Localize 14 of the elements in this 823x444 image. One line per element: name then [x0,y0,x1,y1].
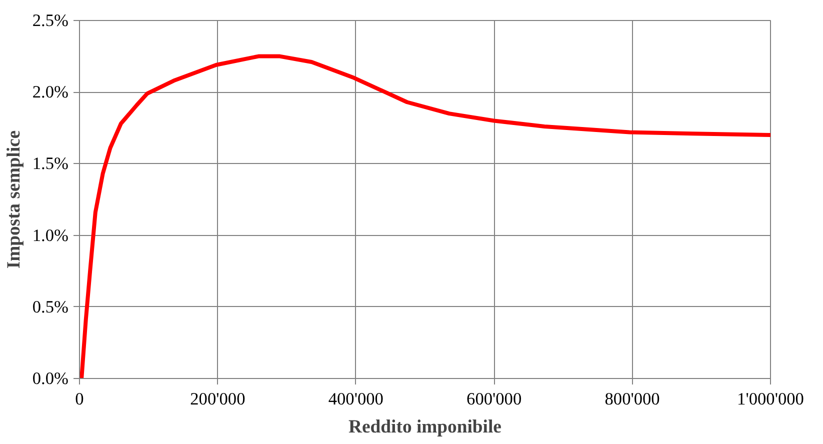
y-tick-label: 1.5% [32,154,69,174]
y-tick-label: 0.5% [32,297,69,316]
x-tick-label: 400'000 [328,390,384,408]
y-tick-label: 0.0% [32,369,69,388]
x-tick-label: 600'000 [466,390,522,408]
y-tick-label: 2.5% [32,11,69,30]
y-tick-label: 1.0% [32,226,69,245]
x-tick-label: 1'000'000 [737,390,804,408]
x-tick-label: 0 [75,390,84,408]
y-axis-title: Imposta semplice [3,130,24,269]
x-tick-label: 800'000 [604,390,660,408]
y-tick-label: 2.0% [32,82,69,102]
x-axis-title: Reddito imponibile [348,416,502,438]
x-tick-label: 200'000 [190,390,246,408]
